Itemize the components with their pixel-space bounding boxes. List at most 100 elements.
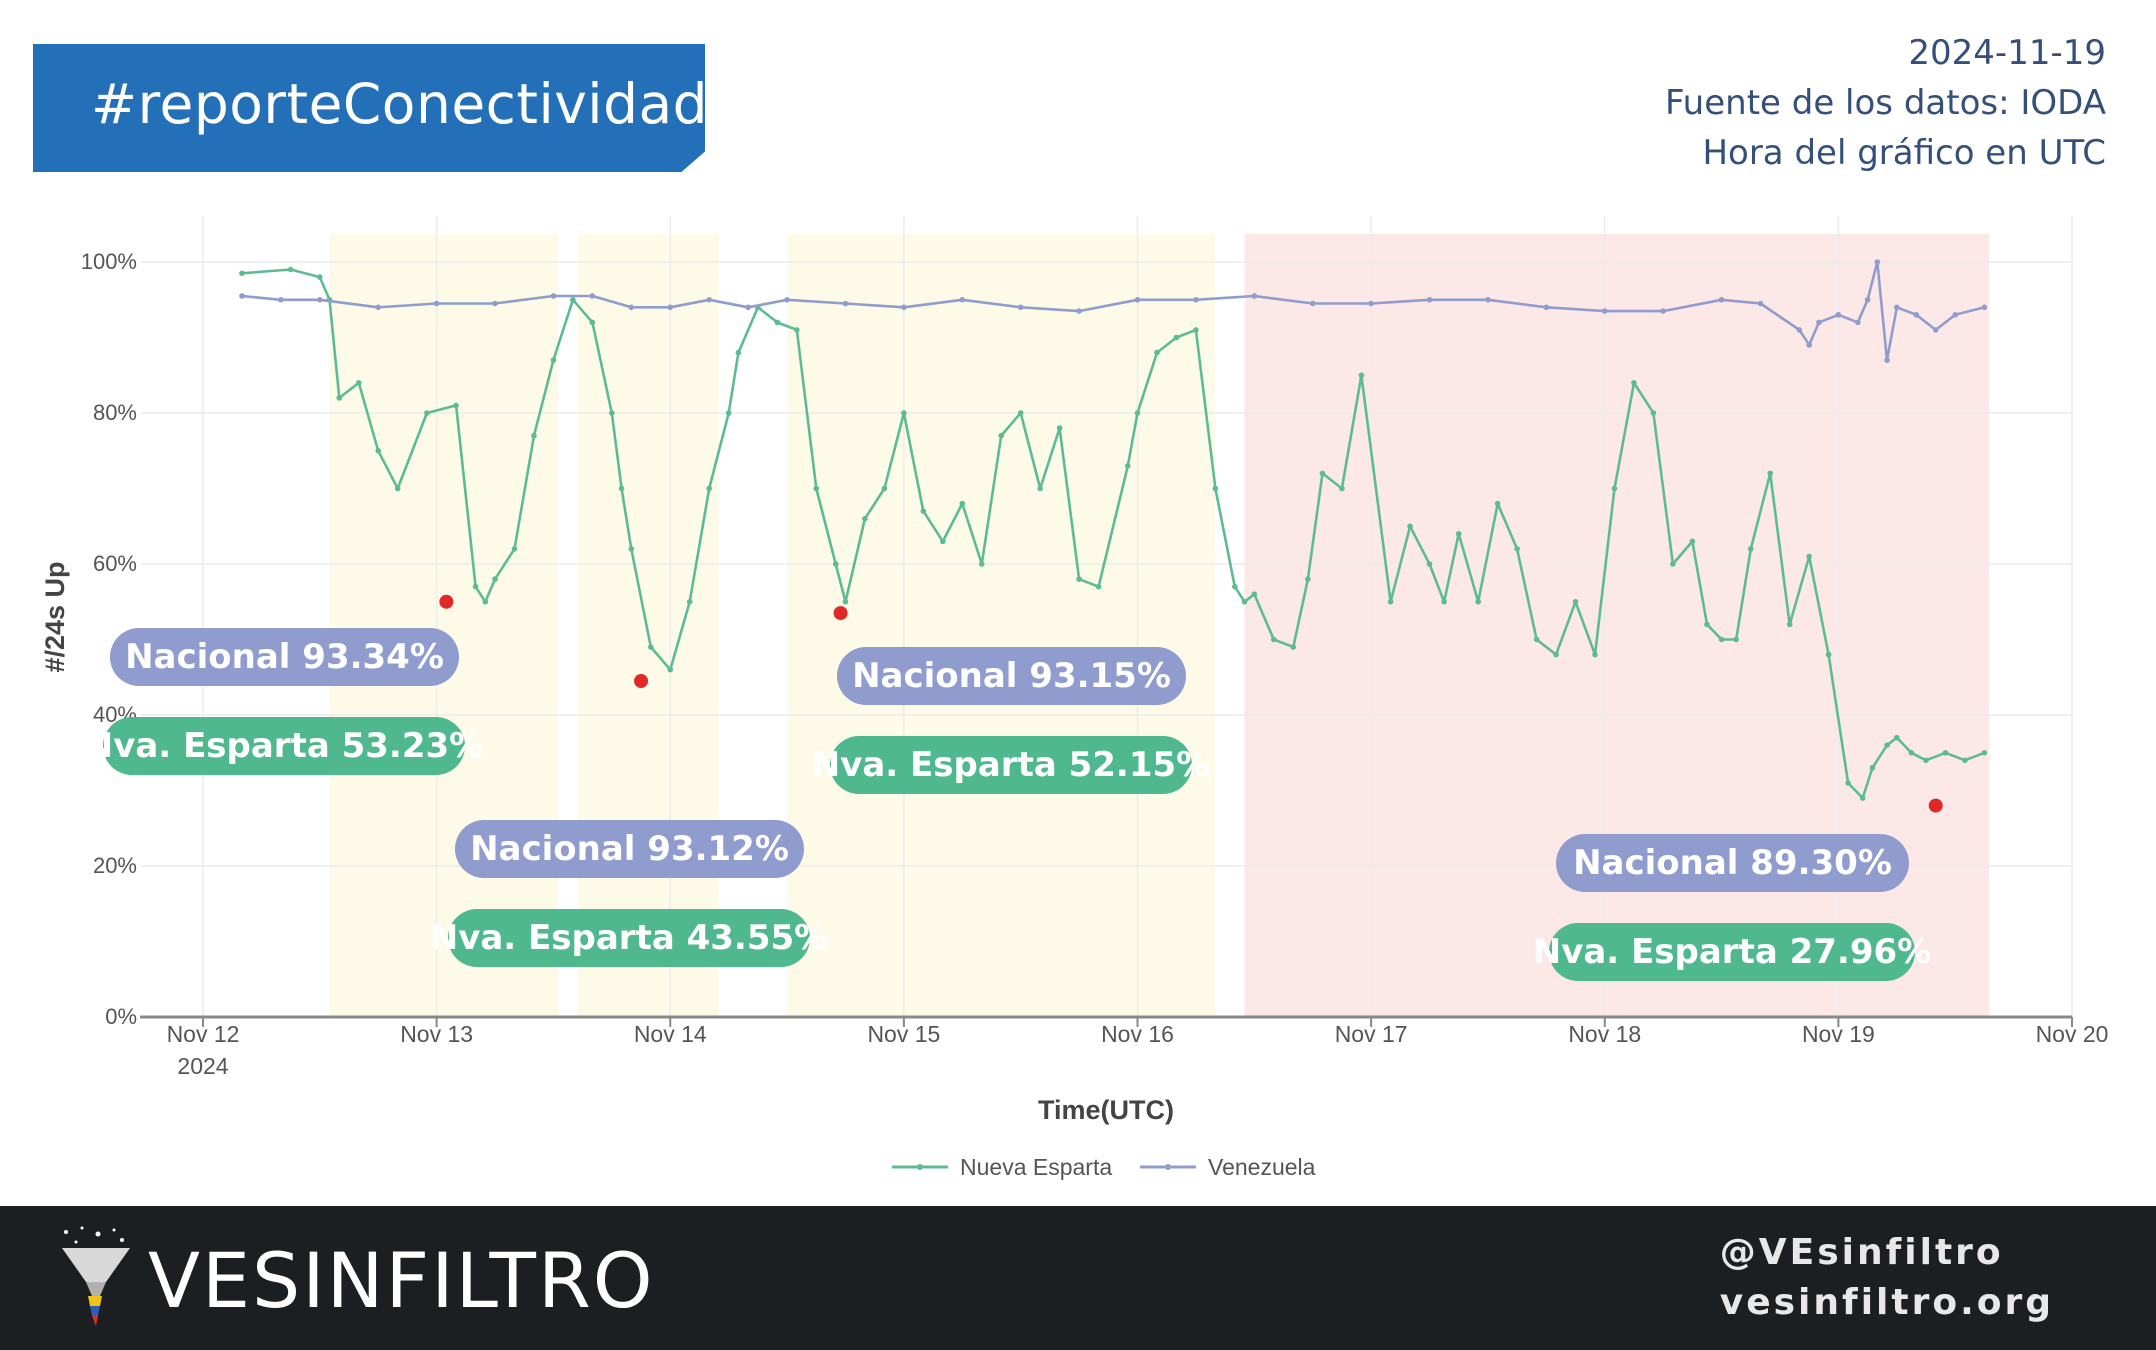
data-point — [375, 447, 382, 454]
y-axis-title: #/24s Up — [40, 561, 70, 672]
data-point — [1757, 300, 1764, 307]
data-point — [472, 583, 479, 590]
data-point — [1387, 598, 1394, 605]
data-point — [1533, 636, 1540, 643]
data-point — [1441, 598, 1447, 605]
data-point — [1407, 523, 1413, 530]
x-tick-label: Nov 15 — [867, 1021, 940, 1047]
data-point — [901, 410, 907, 416]
data-point — [1806, 553, 1812, 560]
data-point — [1981, 304, 1988, 311]
data-point — [1670, 561, 1676, 567]
x-tick-label: Nov 17 — [1335, 1021, 1408, 1047]
data-point — [1704, 621, 1710, 628]
data-point — [1232, 583, 1238, 590]
data-point — [793, 327, 800, 333]
data-point — [1816, 319, 1822, 326]
data-point — [1718, 636, 1725, 643]
data-point — [550, 293, 557, 299]
data-point — [1193, 327, 1199, 333]
data-point — [492, 576, 498, 582]
minimum-marker — [634, 674, 649, 689]
data-source: Fuente de los datos: IODA — [1664, 83, 2106, 123]
data-point — [1076, 308, 1082, 314]
data-point — [1952, 312, 1958, 318]
data-point — [1241, 598, 1248, 605]
data-point — [1124, 463, 1131, 469]
data-point — [842, 598, 849, 605]
annotation-pill — [110, 628, 459, 686]
data-point — [1455, 531, 1462, 537]
annotation-text: Nva. Esparta 53.23% — [85, 726, 483, 766]
annotation-text: Nva. Esparta 43.55% — [430, 918, 828, 958]
annotation-pill — [1556, 834, 1909, 892]
data-point — [1874, 259, 1881, 265]
data-point — [784, 296, 790, 303]
data-point — [1494, 500, 1501, 507]
data-point — [1076, 576, 1082, 582]
x-axis-title: Time(UTC) — [1038, 1095, 1174, 1125]
data-point — [940, 538, 946, 545]
brand-name: VESINFILTRO — [148, 1236, 655, 1325]
annotation-pill — [448, 909, 810, 967]
data-point — [1932, 327, 1939, 333]
annotation-pill — [455, 820, 804, 878]
data-point — [920, 508, 927, 514]
data-point — [959, 500, 966, 507]
y-tick-label: 80% — [93, 400, 137, 425]
x-tick-label: Nov 20 — [2036, 1021, 2109, 1047]
data-point — [1611, 485, 1618, 492]
data-point — [667, 304, 674, 311]
data-point — [1786, 621, 1793, 628]
data-point — [1718, 296, 1725, 303]
data-point — [317, 296, 323, 303]
data-point — [1134, 410, 1141, 416]
twitter-handle[interactable]: @VEsinfiltro — [1719, 1232, 2004, 1273]
data-point — [482, 598, 489, 605]
data-point — [1942, 749, 1949, 756]
data-point — [1825, 651, 1832, 658]
data-point — [433, 300, 440, 307]
data-point — [901, 304, 907, 311]
hashtag-label: #reporteConectividad — [91, 72, 709, 136]
annotation-pill — [1549, 923, 1915, 981]
data-point — [1037, 485, 1043, 492]
data-point — [1631, 380, 1637, 386]
data-point — [1864, 296, 1871, 303]
hashtag-banner: #reporteConectividad — [33, 44, 705, 172]
data-point — [1884, 357, 1890, 363]
data-point — [1893, 734, 1900, 741]
website-link[interactable]: vesinfiltro.org — [1719, 1282, 2054, 1323]
data-point — [278, 296, 284, 303]
data-point — [1095, 583, 1102, 590]
data-point — [1747, 546, 1754, 552]
annotation-text: Nacional 93.12% — [470, 829, 789, 869]
data-point — [1475, 598, 1482, 605]
x-tick-label: Nov 14 — [634, 1021, 707, 1047]
data-point — [375, 304, 382, 311]
data-point — [1017, 304, 1024, 311]
report-date: 2024-11-19 — [1908, 33, 2106, 73]
data-point — [287, 266, 294, 273]
data-point — [589, 293, 596, 299]
x-tick-label: Nov 13 — [400, 1021, 473, 1047]
data-point — [1733, 636, 1739, 643]
data-point — [735, 349, 742, 356]
data-point — [1835, 312, 1842, 318]
data-point — [1855, 319, 1861, 326]
annotation-text: Nva. Esparta 27.96% — [1533, 932, 1931, 972]
annotation-text: Nacional 93.15% — [852, 656, 1171, 696]
data-point — [1806, 342, 1812, 348]
social-links: @VEsinfiltro vesinfiltro.org — [1720, 1228, 2054, 1328]
data-point — [1893, 304, 1900, 311]
data-point — [745, 304, 751, 311]
data-point — [628, 546, 635, 552]
data-point — [336, 395, 343, 401]
data-point — [1319, 470, 1326, 477]
data-point — [1767, 470, 1774, 477]
series-lines — [239, 259, 1988, 813]
minimum-marker — [833, 606, 848, 621]
data-point — [1592, 651, 1598, 658]
data-point — [453, 402, 459, 409]
data-point — [862, 515, 868, 522]
